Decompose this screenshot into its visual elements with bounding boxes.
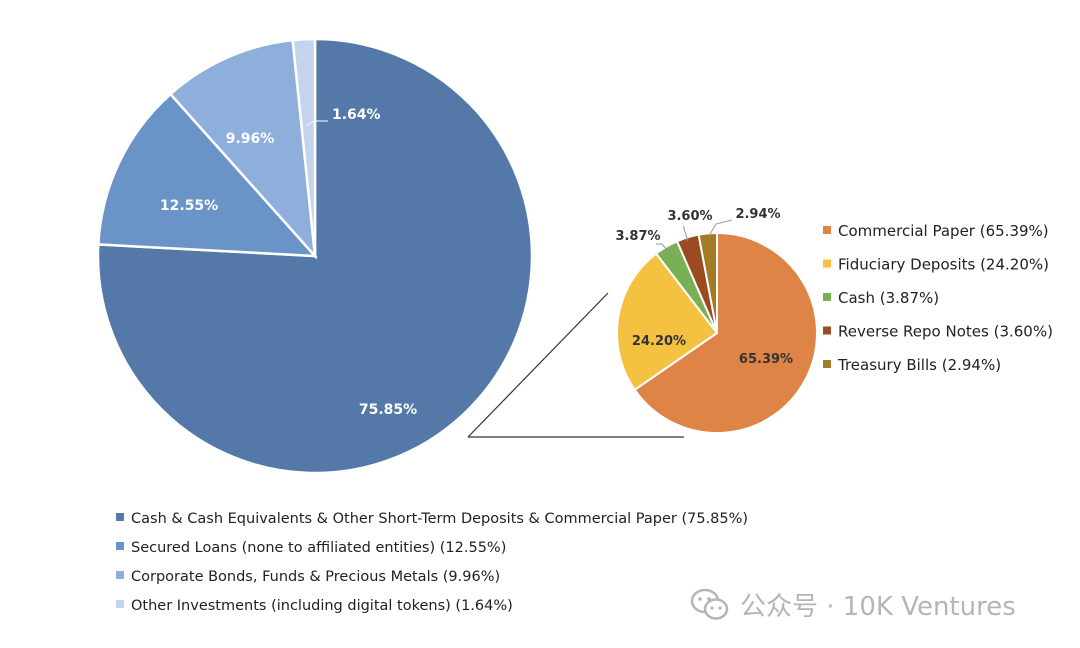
main-data-label: 1.64% <box>332 107 381 123</box>
legend-swatch <box>116 600 124 608</box>
sub-label-leader <box>708 219 733 237</box>
sub-label-leader <box>683 226 689 242</box>
main-legend-item: Secured Loans (none to affiliated entiti… <box>116 540 506 556</box>
sub-data-label: 2.94% <box>735 207 780 222</box>
legend-swatch <box>116 571 124 579</box>
legend-swatch <box>823 326 831 335</box>
connector-lines <box>467 292 684 438</box>
legend-swatch <box>823 259 831 268</box>
legend-label: Other Investments (including digital tok… <box>131 598 513 614</box>
watermark: 公众号 · 10K Ventures <box>690 586 1016 623</box>
sub-legend-item: Reverse Repo Notes (3.60%) <box>823 323 1053 341</box>
connector-line-upper <box>467 292 609 438</box>
sub-legend-item: Commercial Paper (65.39%) <box>823 222 1049 240</box>
main-slice-secured-loans <box>96 92 318 258</box>
main-legend-item: Corporate Bonds, Funds & Precious Metals… <box>116 569 500 585</box>
legend-label: Reverse Repo Notes (3.60%) <box>838 323 1053 341</box>
main-legend-item: Other Investments (including digital tok… <box>116 598 513 614</box>
sub-data-label: 3.87% <box>615 229 660 244</box>
main-slice-other-investments <box>291 37 317 257</box>
legend-label: Commercial Paper (65.39%) <box>838 222 1049 240</box>
legend-swatch <box>823 226 831 234</box>
sub-legend-item: Treasury Bills (2.94%) <box>823 356 1001 374</box>
legend-label: Cash (3.87%) <box>838 289 939 307</box>
main-data-label: 12.55% <box>160 198 218 214</box>
wechat-icon <box>690 588 729 620</box>
legend-label: Secured Loans (none to affiliated entiti… <box>131 540 506 556</box>
sub-pie-legend: Commercial Paper (65.39%) Fiduciary Depos… <box>823 222 1053 374</box>
main-legend-item: Cash & Cash Equivalents & Other Short-Te… <box>116 511 748 527</box>
watermark-text: 公众号 · 10K Ventures <box>740 592 1016 622</box>
legend-swatch <box>823 293 831 301</box>
main-pie-legend: Cash & Cash Equivalents & Other Short-Te… <box>116 511 748 614</box>
sub-data-label: 24.20% <box>632 334 686 349</box>
legend-label: Corporate Bonds, Funds & Precious Metals… <box>131 569 500 585</box>
sub-pie-labels: 65.39% 24.20% 3.87% 3.60% 2.94% <box>615 207 793 367</box>
sub-slice-commercial-paper <box>633 231 818 434</box>
main-data-label: 75.85% <box>359 402 417 418</box>
sub-slice-fiduciary-deposits <box>616 252 719 392</box>
main-slice-corporate-bonds-funds-precious-metals <box>168 38 317 260</box>
main-data-label: 9.96% <box>226 131 275 147</box>
sub-data-label: 65.39% <box>739 352 793 367</box>
legend-label: Cash & Cash Equivalents & Other Short-Te… <box>131 511 748 527</box>
legend-label: Fiduciary Deposits (24.20%) <box>838 256 1049 274</box>
main-pie <box>96 37 534 475</box>
sub-legend-item: Fiduciary Deposits (24.20%) <box>823 256 1049 274</box>
main-label-leader <box>305 120 328 127</box>
sub-pie <box>616 231 818 434</box>
sub-legend-item: Cash (3.87%) <box>823 289 939 307</box>
sub-label-leader <box>656 243 670 253</box>
sub-slice-treasury-bills <box>697 231 718 334</box>
legend-swatch <box>116 542 124 550</box>
legend-swatch <box>116 513 124 521</box>
main-pie-labels: 75.85% 12.55% 9.96% 1.64% <box>160 107 417 418</box>
sub-data-label: 3.60% <box>667 209 712 224</box>
legend-label: Treasury Bills (2.94%) <box>837 356 1001 374</box>
legend-swatch <box>823 360 831 368</box>
